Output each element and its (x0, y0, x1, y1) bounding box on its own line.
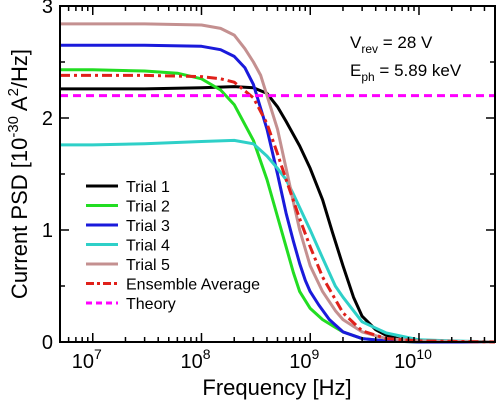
legend-label-3: Trial 3 (126, 218, 170, 235)
y-tick-label: 3 (42, 0, 53, 18)
x-tick-label-exp: 7 (94, 346, 102, 362)
x-tick-label-base: 10 (180, 351, 202, 373)
annotation-vrev: Vrev = 28 V (350, 33, 433, 56)
series-line-6 (60, 73, 496, 344)
annotation-vrev-sub: rev (361, 42, 378, 56)
annotation-eph-rest: = 5.89 keV (375, 61, 462, 80)
annotation-vrev-rest: = 28 V (378, 33, 433, 52)
y-tick-label: 1 (42, 220, 53, 242)
legend-label-7: Theory (126, 296, 176, 313)
annotation-eph-base: E (350, 61, 361, 80)
x-tick-label-base: 10 (72, 351, 94, 373)
legend-label-4: Trial 4 (126, 238, 170, 255)
y-axis-title-exp1: -30 (5, 116, 22, 138)
series-layer (60, 22, 496, 344)
x-tick-label-exp: 8 (203, 346, 211, 362)
legend-label-5: Trial 5 (126, 257, 170, 274)
y-axis-title-tail: /Hz] (7, 49, 32, 88)
annotation-vrev-base: V (350, 33, 362, 52)
x-tick-label-exp: 10 (416, 346, 432, 362)
x-tick-label: 108 (180, 346, 210, 373)
y-tick-label: 0 (42, 332, 53, 354)
legend-label-6: Ensemble Average (126, 277, 260, 294)
legend-label-1: Trial 1 (126, 179, 170, 196)
x-axis-title: Frequency [Hz] (202, 375, 351, 400)
y-axis-title-main: Current PSD [10 (7, 138, 32, 299)
legend-label-2: Trial 2 (126, 199, 170, 216)
series-line-5 (60, 22, 496, 344)
x-tick-label: 109 (289, 346, 319, 373)
y-axis-title: Current PSD [10-30 A2/Hz] (5, 49, 32, 299)
y-tick-label: 2 (42, 108, 53, 130)
y-axis-title-exp2: 2 (5, 88, 22, 96)
annotation-eph-sub: ph (361, 70, 374, 84)
series-line-3 (60, 43, 495, 344)
x-tick-label: 107 (72, 346, 102, 373)
x-tick-label-base: 10 (394, 351, 416, 373)
y-axis-title-mid: A (7, 96, 32, 116)
x-tick-label-base: 10 (289, 351, 311, 373)
annotation-eph: Eph = 5.89 keV (350, 61, 462, 84)
legend: Trial 1 Trial 2 Trial 3 Trial 4 Trial 5 Ensem… (86, 179, 260, 313)
x-tick-label: 1010 (394, 346, 432, 373)
series-line-4 (60, 138, 496, 344)
x-tick-label-exp: 9 (311, 346, 319, 362)
